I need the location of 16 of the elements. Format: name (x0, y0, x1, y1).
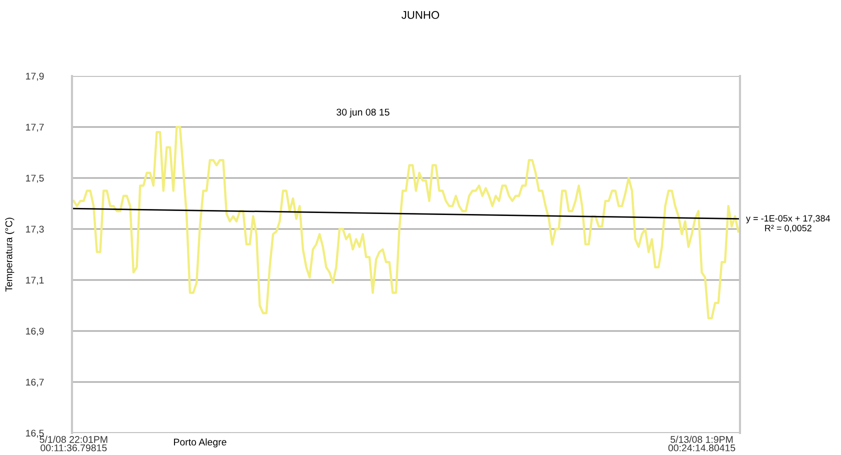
y-tick-label: 17,9 (26, 72, 44, 81)
y-tick-label: 17,7 (26, 124, 44, 132)
x-tick-label: 5/13/08 1:9PM 00:24:14.80415 (668, 436, 736, 452)
y-tick-label: 17,1 (26, 276, 44, 285)
annotation: 30 jun 08 15 (336, 108, 390, 118)
x-tick-label: 5/1/08 22:01PM 00:11:36.79815 (40, 436, 108, 452)
text: y = -1E-05x + 17,384 R² = 0,0052 (746, 215, 830, 232)
chart-title: JUNHO (402, 11, 440, 19)
line-series (72, 126, 740, 320)
y-tick-label: 17,3 (26, 226, 44, 234)
y-tick-label: 16,7 (26, 378, 44, 387)
y-tick-label: 17,5 (26, 174, 44, 183)
y-tick-label: 16,9 (26, 328, 44, 336)
y-tick-label: 16,5 (26, 430, 44, 438)
y-axis-title: Temperatura (°C) (5, 218, 14, 292)
x-axis-title: Porto Alegre (174, 438, 226, 448)
